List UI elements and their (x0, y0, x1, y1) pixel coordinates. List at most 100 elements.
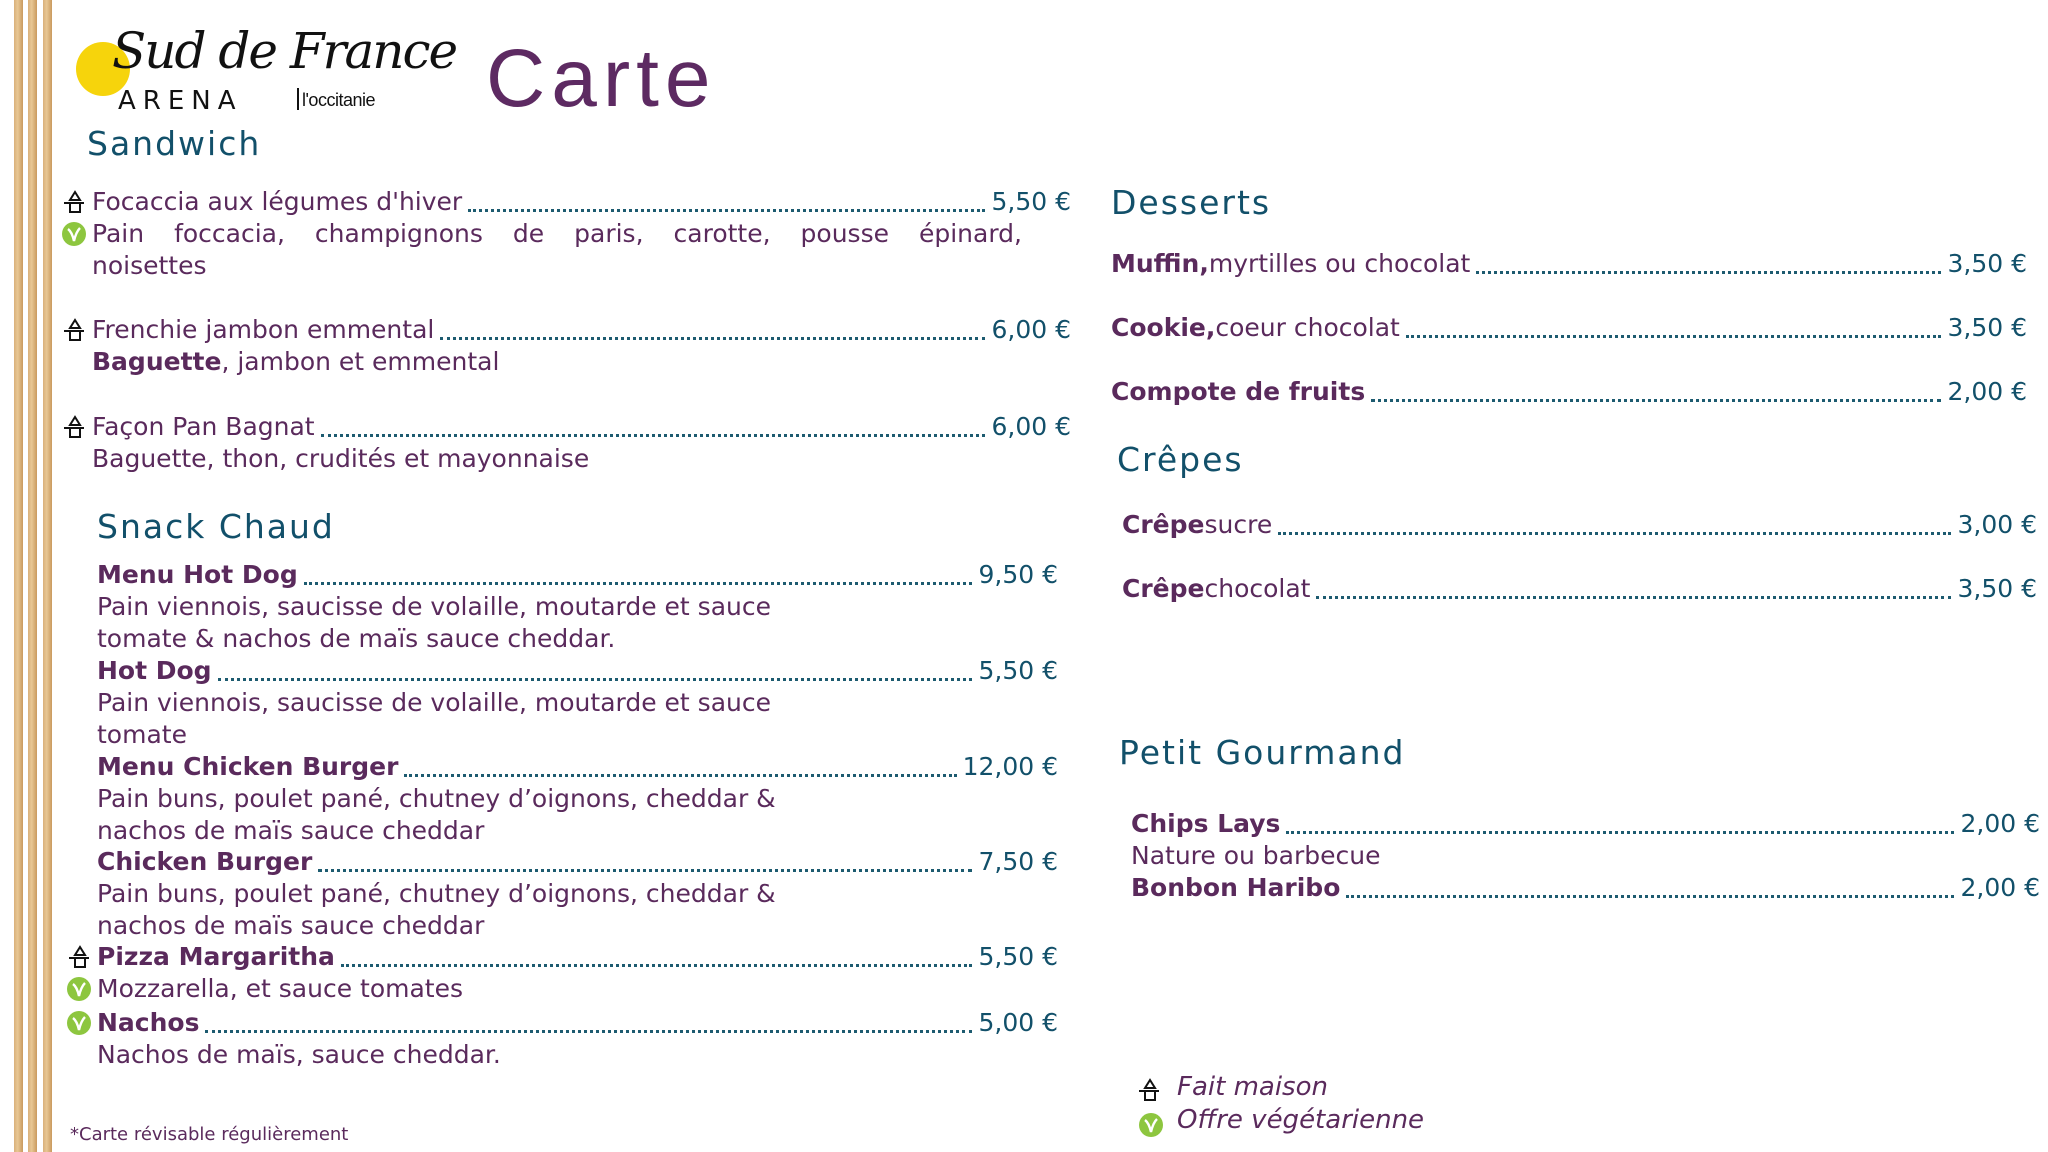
item-description: nachos de maïs sauce cheddar (97, 814, 484, 848)
item-description-text: nachos de maïs sauce cheddar (97, 816, 485, 845)
menu-item-row: Nachos 5,00 € (97, 1006, 1058, 1040)
item-name: Muffin, (1111, 249, 1209, 278)
wood-stripe (28, 0, 37, 1152)
item-price: 3,00 € (1957, 510, 2037, 539)
heading-crepes: Crêpes (1117, 440, 1244, 479)
item-description: Nachos de maïs, sauce cheddar. (97, 1038, 501, 1072)
item-price: 2,00 € (1960, 873, 2040, 902)
item-subtitle: chocolat (1204, 574, 1311, 603)
dot-leader (404, 773, 957, 777)
menu-item-row: Façon Pan Bagnat 6,00 € (92, 410, 1071, 444)
dot-leader (1278, 531, 1952, 535)
item-description-text: tomate & nachos de maïs sauce cheddar. (97, 624, 616, 653)
item-subtitle: coeur chocolat (1215, 313, 1400, 342)
item-name: Focaccia aux légumes d'hiver (92, 187, 463, 216)
menu-item-row: Pizza Margaritha 5,50 € (97, 940, 1058, 974)
item-price: 2,00 € (1960, 809, 2040, 838)
logo-script: Sud de France (112, 22, 458, 80)
item-name: Crêpe (1122, 574, 1205, 603)
item-price: 5,50 € (991, 187, 1071, 216)
menu-item-row: Muffin, myrtilles ou chocolat 3,50 € (1111, 247, 2027, 281)
menu-item-row: Chips Lays 2,00 € (1131, 807, 2040, 841)
item-description-text: Pain viennois, saucisse de volaille, mou… (97, 592, 771, 621)
item-price: 9,50 € (978, 560, 1058, 589)
item-name: Chicken Burger (97, 847, 313, 876)
menu-item-row: Compote de fruits 2,00 € (1111, 375, 2027, 409)
vegetarian-icon (67, 1011, 91, 1035)
item-name: Frenchie jambon emmental (92, 315, 435, 344)
heading-snack-chaud: Snack Chaud (97, 507, 335, 546)
item-description: Pain buns, poulet pané, chutney d’oignon… (97, 877, 776, 911)
heading-desserts: Desserts (1111, 183, 1272, 222)
logo-sun (76, 42, 130, 96)
vegetarian-icon (1139, 1113, 1163, 1137)
item-price: 5,50 € (978, 656, 1058, 685)
fait-maison-icon (64, 318, 84, 341)
legend-fait-maison: Fait maison (1177, 1072, 1328, 1102)
dot-leader (468, 208, 986, 212)
item-description: Pain buns, poulet pané, chutney d’oignon… (97, 782, 776, 816)
logo-region: l'occitanie (302, 90, 375, 110)
dot-leader (340, 963, 973, 967)
item-price: 3,50 € (1957, 574, 2037, 603)
menu-item-row: Bonbon Haribo 2,00 € (1131, 871, 2040, 905)
item-description: Mozzarella, et sauce tomates (97, 972, 463, 1006)
item-price: 2,00 € (1947, 377, 2027, 406)
item-description: nachos de maïs sauce cheddar (97, 909, 484, 943)
dot-leader (1476, 270, 1942, 274)
menu-item-row: Crêpe chocolat 3,50 € (1122, 572, 2037, 606)
item-description-text: Nachos de maïs, sauce cheddar. (97, 1040, 501, 1069)
vegetarian-icon (67, 977, 91, 1001)
item-description-text: , jambon et emmental (221, 347, 500, 376)
dot-leader (1405, 334, 1942, 338)
item-name: Menu Hot Dog (97, 560, 298, 589)
item-description: Baguette, thon, crudités et mayonnaise (92, 442, 589, 476)
fait-maison-icon (69, 945, 89, 968)
dot-leader (318, 868, 973, 872)
item-description: Baguette, jambon et emmental (92, 345, 499, 379)
item-description-text: tomate (97, 720, 187, 749)
item-subtitle: sucre (1204, 510, 1273, 539)
item-name: Menu Chicken Burger (97, 752, 399, 781)
dot-leader (1346, 894, 1955, 898)
item-price: 7,50 € (978, 847, 1058, 876)
item-description-text: Baguette, thon, crudités et mayonnaise (92, 444, 590, 473)
vegetarian-icon (62, 222, 86, 246)
item-description: noisettes (92, 249, 207, 283)
menu-item-row: Hot Dog 5,50 € (97, 654, 1058, 688)
item-name: Hot Dog (97, 656, 212, 685)
item-description: Pain foccacia, champignons de paris, car… (92, 217, 1022, 251)
dot-leader (1371, 398, 1942, 402)
dot-leader (1286, 830, 1955, 834)
item-description-text: Mozzarella, et sauce tomates (97, 974, 464, 1003)
logo-separator (297, 88, 299, 110)
item-price: 12,00 € (962, 752, 1058, 781)
item-description-text: Pain viennois, saucisse de volaille, mou… (97, 688, 771, 717)
item-description-text: Pain buns, poulet pané, chutney d’oignon… (97, 784, 776, 813)
heading-sandwich: Sandwich (87, 124, 262, 163)
legend-vegetarian: Offre végétarienne (1177, 1105, 1425, 1135)
page-title: Carte (486, 33, 717, 124)
item-price: 6,00 € (991, 315, 1071, 344)
fait-maison-icon (64, 190, 84, 213)
item-name: Chips Lays (1131, 809, 1281, 838)
item-subtitle: myrtilles ou chocolat (1208, 249, 1471, 278)
menu-item-row: Frenchie jambon emmental 6,00 € (92, 313, 1071, 347)
item-description: tomate & nachos de maïs sauce cheddar. (97, 622, 615, 656)
dot-leader (205, 1029, 973, 1033)
heading-petit-gourmand: Petit Gourmand (1119, 733, 1406, 772)
item-price: 5,00 € (978, 1008, 1058, 1037)
menu-item-row: Menu Hot Dog 9,50 € (97, 558, 1058, 592)
item-price: 3,50 € (1947, 313, 2027, 342)
menu-item-row: Focaccia aux légumes d'hiver 5,50 € (92, 185, 1071, 219)
logo-arena: ARENA (118, 86, 243, 116)
item-description: Pain viennois, saucisse de volaille, mou… (97, 590, 771, 624)
wood-stripe (14, 0, 23, 1152)
fait-maison-icon (64, 415, 84, 438)
dot-leader (440, 336, 986, 340)
item-name: Façon Pan Bagnat (92, 412, 315, 441)
menu-item-row: Menu Chicken Burger 12,00 € (97, 750, 1058, 784)
dot-leader (320, 433, 986, 437)
item-name: Nachos (97, 1008, 200, 1037)
item-price: 6,00 € (991, 412, 1071, 441)
